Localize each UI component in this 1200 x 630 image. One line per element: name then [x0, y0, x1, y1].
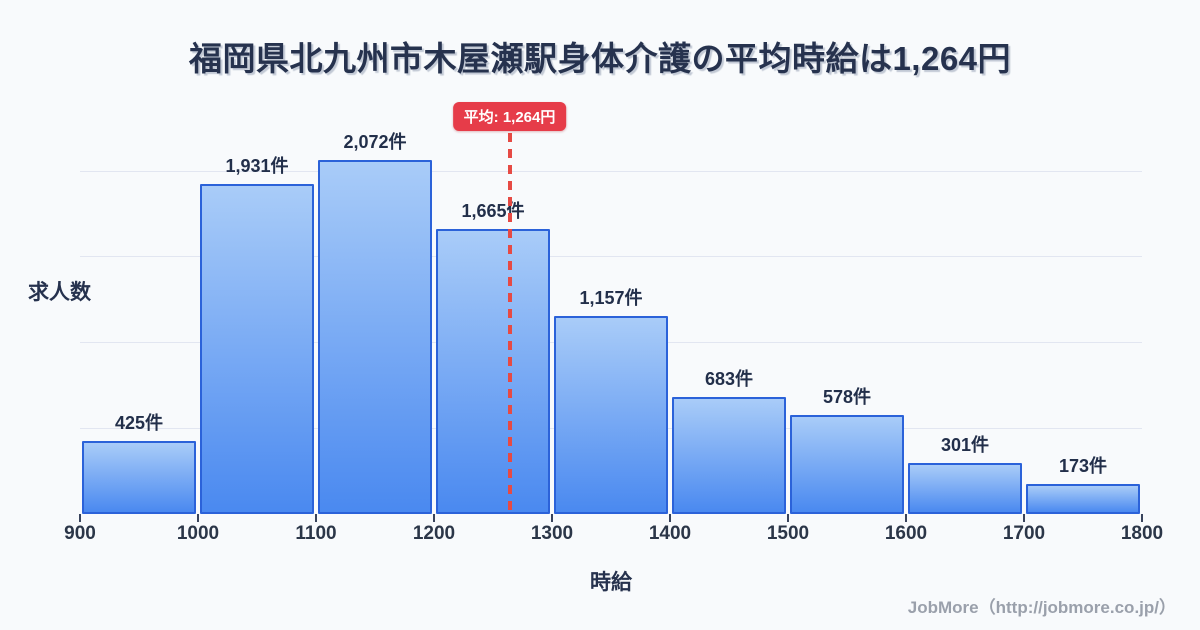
- x-tick-mark: [787, 514, 789, 522]
- histogram-bar: [790, 415, 904, 514]
- x-tick-label: 1500: [766, 523, 810, 544]
- gridline-1500: [80, 256, 1142, 258]
- bar-value-label: 578件: [822, 387, 872, 408]
- x-tick-label: 1600: [884, 523, 928, 544]
- x-tick-label: 900: [64, 523, 96, 544]
- bar-value-label: 1,931件: [225, 155, 289, 176]
- y-axis-label: 求人数: [28, 281, 91, 304]
- x-tick-mark: [433, 514, 435, 522]
- x-tick-mark: [669, 514, 671, 522]
- histogram-bar: [1026, 484, 1140, 514]
- histogram-bar: [200, 183, 314, 514]
- x-tick-mark: [905, 514, 907, 522]
- histogram-bar: [554, 316, 668, 514]
- histogram-bar: [436, 229, 550, 514]
- average-badge: 平均: 1,264円: [452, 102, 567, 131]
- x-tick-mark: [1023, 514, 1025, 522]
- x-tick-label: 1300: [530, 523, 574, 544]
- x-tick-label: 1400: [648, 523, 692, 544]
- x-tick-label: 1800: [1120, 523, 1164, 544]
- bar-value-label: 1,665件: [461, 201, 525, 222]
- x-axis-label: 時給: [590, 571, 632, 594]
- bar-value-label: 2,072件: [343, 131, 407, 152]
- histogram-bar: [672, 397, 786, 514]
- histogram-bar: [908, 462, 1022, 514]
- x-tick-mark: [551, 514, 553, 522]
- histogram-bar: [82, 441, 196, 514]
- bar-value-label: 1,157件: [579, 288, 643, 309]
- page-title: 福岡県北九州市木屋瀬駅身体介護の平均時給は1,264円: [188, 40, 1012, 77]
- x-tick-mark: [315, 514, 317, 522]
- x-tick-mark: [79, 514, 81, 522]
- x-tick-mark: [197, 514, 199, 522]
- x-tick-mark: [1141, 514, 1143, 522]
- x-tick-label: 1200: [412, 523, 456, 544]
- bar-value-label: 173件: [1058, 456, 1108, 477]
- x-tick-label: 1000: [176, 523, 220, 544]
- footer-credit: JobMore（http://jobmore.co.jp/）: [907, 598, 1176, 617]
- gridline-2000: [80, 170, 1142, 172]
- histogram-bar: [318, 159, 432, 514]
- histogram-plot-area: 425件 1,931件 2,072件 1,665件 1,157件 683件 578件 301件…: [64, 95, 1163, 544]
- average-line: [507, 133, 512, 514]
- bar-value-label: 301件: [940, 434, 990, 455]
- bar-value-label: 683件: [704, 369, 754, 390]
- x-tick-label: 1700: [1002, 523, 1046, 544]
- x-tick-label: 1100: [295, 523, 337, 544]
- bar-value-label: 425件: [114, 413, 164, 434]
